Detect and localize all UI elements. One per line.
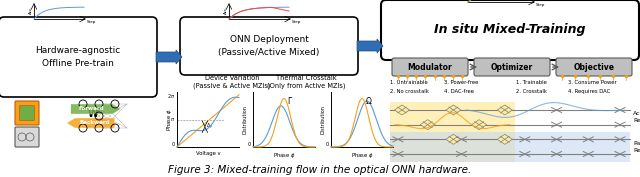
FancyBboxPatch shape [180, 17, 358, 75]
Text: In situ Mixed-Training: In situ Mixed-Training [435, 24, 586, 36]
Text: Backward: Backward [79, 121, 110, 125]
FancyBboxPatch shape [19, 105, 35, 121]
Text: 2. No crosstalk: 2. No crosstalk [390, 89, 429, 94]
FancyBboxPatch shape [15, 127, 39, 147]
Text: Distribution: Distribution [243, 105, 248, 134]
Polygon shape [446, 105, 461, 115]
FancyArrow shape [357, 39, 383, 53]
Polygon shape [446, 134, 461, 144]
Text: 1. Untrainable: 1. Untrainable [390, 80, 428, 85]
Text: Step: Step [87, 20, 97, 24]
FancyBboxPatch shape [392, 58, 468, 76]
FancyArrow shape [156, 50, 182, 64]
Bar [390, 132, 630, 162]
Text: Phase $\phi$: Phase $\phi$ [273, 151, 295, 160]
Text: Passive
Region: Passive Region [633, 141, 640, 153]
Text: 2. Crosstalk: 2. Crosstalk [516, 89, 547, 94]
Text: Device Variation
(Passive & Active MZIs): Device Variation (Passive & Active MZIs) [193, 75, 271, 89]
Text: 1. Trainable: 1. Trainable [516, 80, 547, 85]
Text: Acc.: Acc. [224, 5, 228, 13]
Text: Modulator: Modulator [408, 62, 452, 72]
FancyBboxPatch shape [556, 58, 632, 76]
Text: W: W [88, 109, 98, 119]
Polygon shape [71, 104, 121, 114]
Text: Step: Step [536, 3, 545, 7]
Text: 4. Requires DAC: 4. Requires DAC [568, 89, 611, 94]
Text: $\Delta_\gamma$: $\Delta_\gamma$ [206, 122, 214, 132]
Text: Acc.: Acc. [29, 5, 33, 13]
Text: Objective: Objective [573, 62, 614, 72]
FancyBboxPatch shape [381, 0, 639, 60]
Text: 0: 0 [172, 142, 175, 147]
Text: 0: 0 [248, 142, 251, 147]
Text: Phase $\phi$: Phase $\phi$ [351, 151, 373, 160]
Text: $2\pi$: $2\pi$ [167, 92, 175, 100]
Text: Distribution: Distribution [321, 105, 326, 134]
Text: Hardware-agnostic
Offline Pre-train: Hardware-agnostic Offline Pre-train [35, 46, 120, 68]
Text: Voltage v: Voltage v [196, 151, 220, 156]
Text: 3. Power-free: 3. Power-free [444, 80, 478, 85]
Text: Step: Step [292, 20, 301, 24]
Text: Optimizer: Optimizer [491, 62, 533, 72]
Polygon shape [67, 118, 115, 128]
Text: 3. Consume Power: 3. Consume Power [568, 80, 617, 85]
Text: Forward: Forward [79, 107, 104, 112]
Text: $\Omega$: $\Omega$ [365, 95, 372, 106]
Text: Active
Region: Active Region [633, 111, 640, 123]
Text: Figure 3: Mixed-training flow in the optical ONN hardware.: Figure 3: Mixed-training flow in the opt… [168, 165, 472, 175]
Text: ONN Deployment
(Passive/Active Mixed): ONN Deployment (Passive/Active Mixed) [218, 35, 320, 57]
FancyBboxPatch shape [15, 101, 39, 125]
Polygon shape [472, 120, 486, 130]
FancyBboxPatch shape [474, 58, 550, 76]
Polygon shape [497, 105, 512, 115]
Text: 4. DAC-free: 4. DAC-free [444, 89, 474, 94]
Text: Thermal Crosstalk
(Only from Active MZIs): Thermal Crosstalk (Only from Active MZIs… [267, 75, 345, 89]
Text: $\Gamma$: $\Gamma$ [287, 95, 293, 106]
Polygon shape [497, 134, 512, 144]
Text: 0: 0 [326, 142, 329, 147]
Polygon shape [394, 105, 410, 115]
FancyBboxPatch shape [0, 17, 157, 97]
Polygon shape [420, 120, 435, 130]
Text: $\pi$: $\pi$ [170, 116, 175, 123]
Text: Phase $\phi$: Phase $\phi$ [164, 108, 173, 131]
Bar [390, 102, 515, 162]
